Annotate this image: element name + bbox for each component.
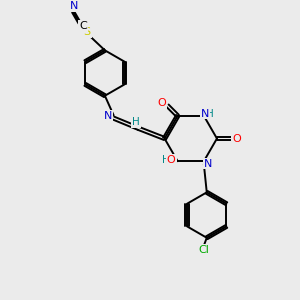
Text: S: S — [84, 27, 91, 37]
Text: N: N — [201, 109, 209, 118]
Text: O: O — [158, 98, 167, 108]
Text: H: H — [132, 117, 140, 127]
Text: N: N — [204, 158, 212, 169]
Text: N: N — [70, 1, 78, 11]
Text: H: H — [162, 155, 169, 165]
Text: O: O — [167, 155, 176, 165]
Text: O: O — [232, 134, 241, 143]
Text: N: N — [104, 111, 112, 121]
Text: H: H — [206, 109, 214, 118]
Text: Cl: Cl — [198, 245, 209, 255]
Text: C: C — [79, 21, 87, 31]
